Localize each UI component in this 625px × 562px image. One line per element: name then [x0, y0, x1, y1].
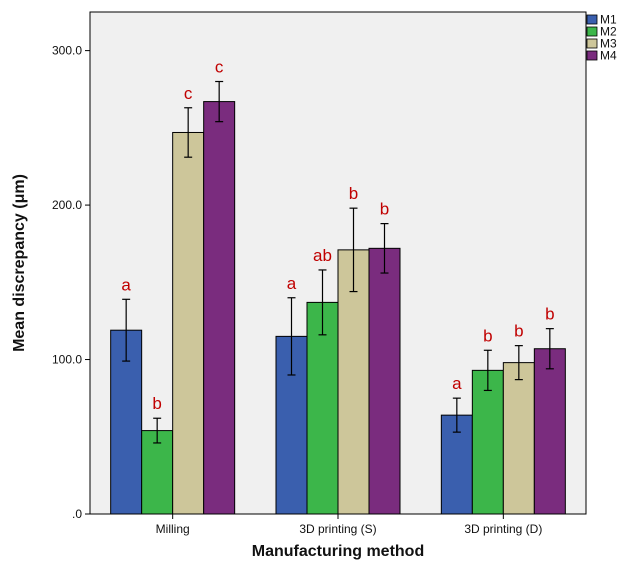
bar	[172, 131, 205, 515]
x-tick-label: Milling	[156, 522, 190, 536]
significance-label: c	[215, 58, 224, 77]
x-tick-label: 3D printing (D)	[464, 522, 542, 536]
bar	[471, 369, 504, 515]
legend-label: M2	[600, 25, 617, 39]
significance-label: b	[152, 394, 161, 413]
legend-swatch	[586, 50, 598, 61]
y-axis: .0 100.0 200.0 300.0	[52, 44, 90, 521]
legend-swatch	[586, 26, 598, 37]
bar	[203, 101, 236, 515]
y-tick-label: 200.0	[52, 198, 82, 212]
y-tick-label: 300.0	[52, 44, 82, 58]
bar	[533, 348, 566, 515]
significance-label: b	[380, 200, 389, 219]
significance-label: a	[287, 274, 297, 293]
significance-label: b	[483, 326, 492, 345]
legend-label: M4	[600, 49, 617, 63]
significance-label: b	[514, 322, 523, 341]
significance-label: ab	[313, 246, 332, 265]
y-axis-title: Mean discrepancy (μm)	[11, 174, 28, 352]
x-tick-label: 3D printing (S)	[299, 522, 376, 536]
legend-label: M1	[600, 13, 617, 27]
significance-label: a	[121, 275, 131, 294]
significance-label: b	[545, 305, 554, 324]
x-axis-title: Manufacturing method	[252, 543, 424, 560]
x-axis: Milling 3D printing (S) 3D printing (D)	[156, 514, 542, 536]
significance-label: c	[184, 84, 193, 103]
y-tick-label: 100.0	[52, 353, 82, 367]
bar	[306, 301, 339, 515]
legend-swatch	[586, 14, 598, 25]
significance-label: b	[349, 184, 358, 203]
bar	[368, 247, 401, 515]
bar	[502, 362, 535, 515]
legend-swatch	[586, 38, 598, 49]
error-bars-layer	[122, 80, 554, 444]
significance-label: a	[452, 374, 462, 393]
bar	[337, 249, 370, 515]
legend-label: M3	[600, 37, 617, 51]
y-tick-label: .0	[72, 507, 82, 521]
